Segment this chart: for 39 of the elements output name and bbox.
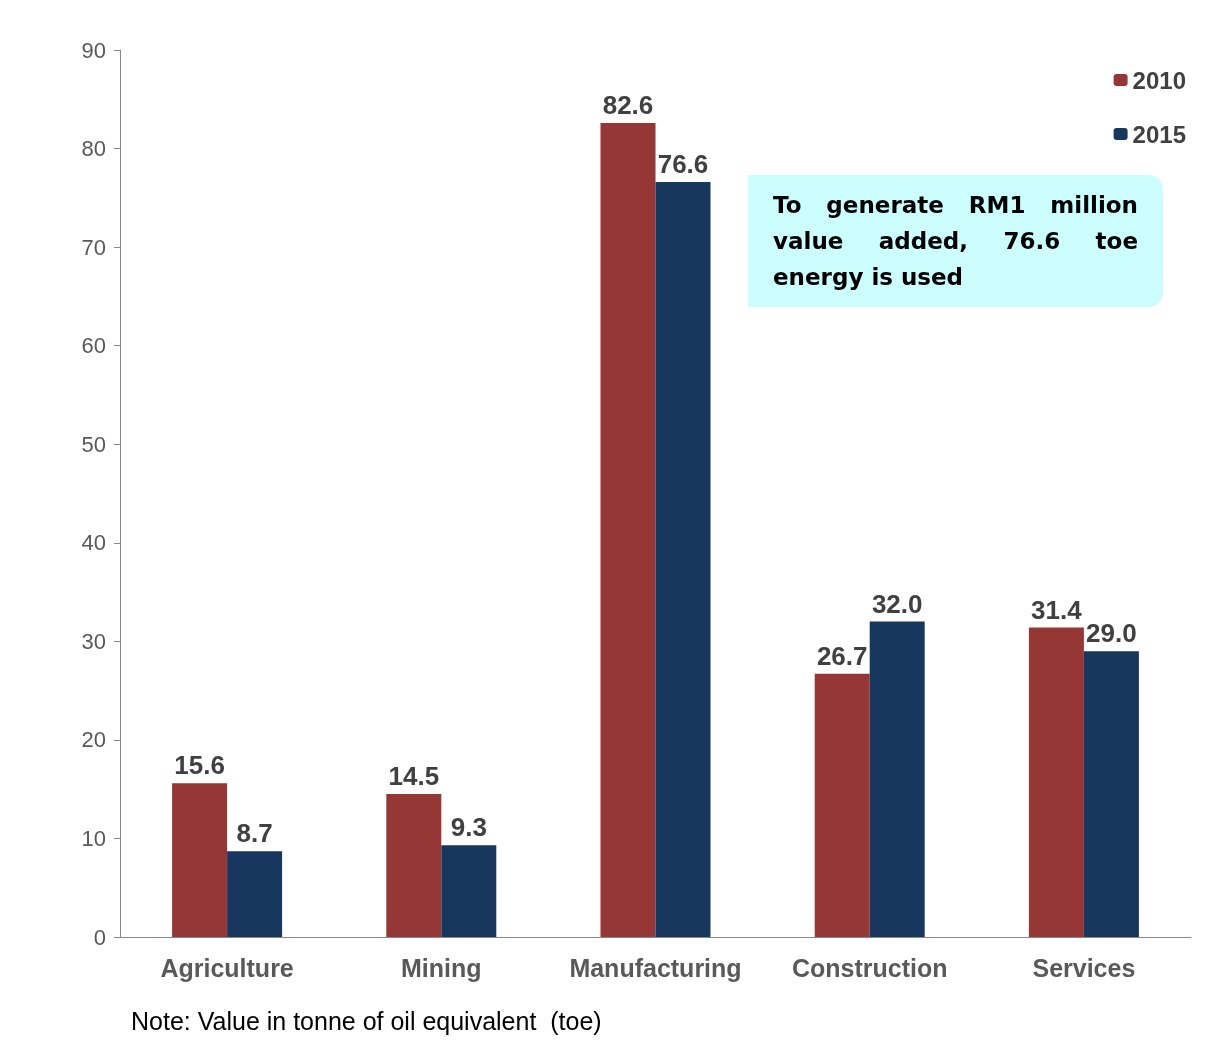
bar [600,122,656,937]
bar [441,845,497,937]
bar [869,621,925,937]
data-label: 14.5 [388,761,440,792]
bar [1083,651,1139,937]
bar [227,851,283,937]
x-tick-label: Agriculture [160,953,294,982]
legend-label: 2010 [1132,66,1186,94]
y-tick-label: 50 [81,431,106,457]
callout-box: To generate RM1 million value added, 76.6 toe energy is used [748,175,1163,307]
bar [386,794,442,937]
y-tick-label: 10 [81,825,106,851]
x-tick-label: Mining [401,953,482,982]
bar [814,673,870,937]
y-tick-label: 70 [81,234,106,260]
y-tick-label: 20 [81,727,106,753]
y-tick-label: 60 [81,333,106,359]
data-label: 29.0 [1086,618,1137,649]
data-label: 8.7 [236,818,273,849]
data-label: 9.3 [450,812,487,843]
x-tick-label: Manufacturing [569,953,742,982]
data-label: 31.4 [1031,594,1083,625]
y-tick-label: 30 [81,628,106,654]
text: Note: Value in tonne of oil equivalent (toe) [131,1006,602,1035]
data-label: 26.7 [816,640,868,671]
data-label: 82.6 [602,89,654,120]
data-label: 76.6 [657,149,709,180]
bar [172,783,228,937]
legend-label: 2015 [1132,120,1186,148]
data-label: 32.0 [871,588,923,619]
bar [655,182,711,937]
y-tick-label: 90 [81,37,106,63]
y-tick-label: 40 [81,530,106,556]
y-tick-label: 0 [93,924,106,950]
x-tick-label: Services [1032,953,1136,982]
y-tick-label: 80 [81,136,106,162]
data-label: 15.6 [174,750,225,781]
x-tick-label: Construction [791,953,948,982]
bar [1028,627,1084,937]
